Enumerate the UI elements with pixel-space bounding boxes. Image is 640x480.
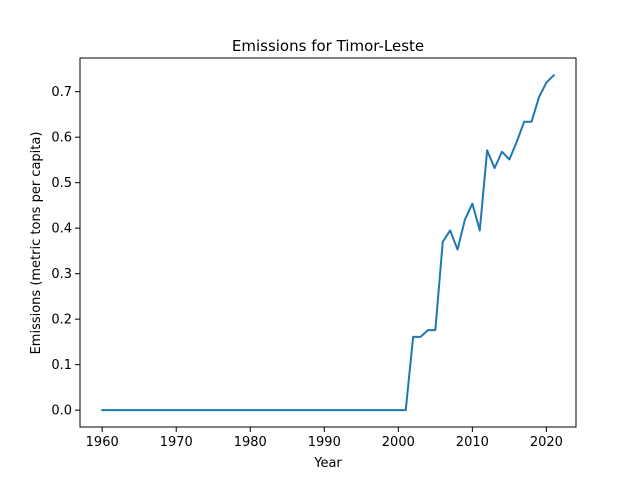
plot-area: 1960 1970 1980 1990 2000 2010 2020 0.0 0.1 0.2 0.3… (51, 57, 577, 450)
y-tick-label-0: 0.0 (51, 404, 72, 419)
x-tick-label-2000: 2000 (382, 435, 415, 450)
y-tick-label-6: 0.6 (51, 131, 72, 146)
y-tick-label-2: 0.2 (51, 313, 72, 328)
x-tick-label-1980: 1980 (234, 435, 267, 450)
y-tick-label-1: 0.1 (51, 358, 72, 373)
y-tick-label-4: 0.4 (51, 222, 72, 237)
x-tick-label-1970: 1970 (160, 435, 193, 450)
x-tick-label-2020: 2020 (530, 435, 563, 450)
x-axis-label: Year (313, 456, 342, 471)
axes-frame (79, 57, 577, 428)
y-tick-label-7: 0.7 (51, 85, 72, 100)
x-tick-label-1960: 1960 (86, 435, 119, 450)
y-axis-label: Emissions (metric tons per capita) (29, 132, 44, 355)
series-line (101, 73, 556, 412)
y-tick-label-5: 0.5 (51, 176, 72, 191)
chart-title: Emissions for Timor-Leste (232, 37, 424, 55)
x-tick-label-1990: 1990 (308, 435, 341, 450)
y-tick-label-3: 0.3 (51, 267, 72, 282)
x-tick-label-2010: 2010 (456, 435, 489, 450)
